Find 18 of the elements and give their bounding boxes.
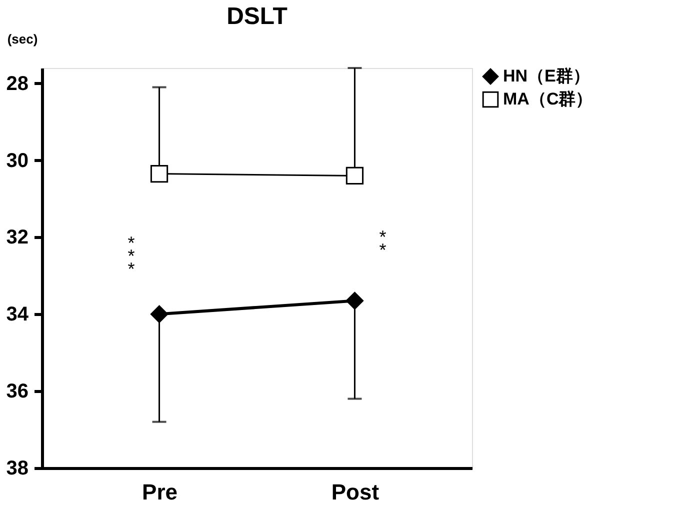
chart-title: DSLT	[226, 3, 288, 30]
point	[346, 166, 364, 185]
annotation: **	[379, 227, 386, 260]
legend-label: HN（E群）	[503, 66, 590, 86]
y-tick-label: 34	[6, 304, 30, 326]
annotation: ***	[128, 232, 135, 279]
y-tick-label: 32	[6, 226, 28, 249]
y-tick-label: 30	[6, 150, 28, 172]
point	[150, 305, 168, 323]
y-axis-title: (sec)	[7, 32, 38, 46]
point	[150, 164, 168, 183]
y-tick-label: 36	[6, 380, 28, 403]
x-tick-label: Pre	[142, 480, 178, 504]
y-tick-label: 28	[6, 72, 28, 95]
legend-label: MA（C群）	[503, 90, 593, 108]
y-tick-label: 38	[6, 458, 28, 480]
x-tick-label: Post	[331, 480, 380, 504]
point	[346, 292, 364, 310]
